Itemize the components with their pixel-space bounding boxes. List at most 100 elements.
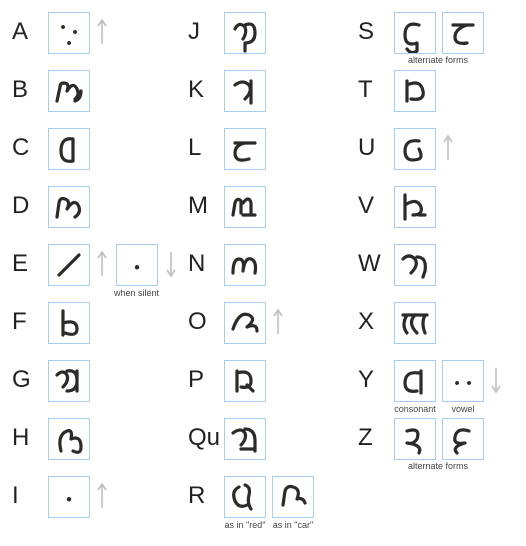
latin-letter: N: [188, 250, 205, 278]
glyph: [48, 186, 90, 228]
glyph: [224, 186, 266, 228]
glyph: [394, 186, 436, 228]
glyph-group: [224, 244, 266, 286]
glyph: as in "red": [224, 476, 266, 530]
glyph: [224, 244, 266, 286]
glyph-box: [394, 128, 436, 170]
glyph-group: [394, 302, 436, 344]
glyph-group: [224, 70, 266, 112]
latin-letter: E: [12, 250, 28, 278]
latin-letter: H: [12, 424, 29, 452]
latin-letter: Z: [358, 424, 373, 452]
glyph-subcaption: as in "red": [225, 520, 266, 530]
glyph-box: [394, 12, 436, 54]
glyph: [394, 418, 436, 460]
glyph-box: [442, 360, 484, 402]
glyph-box: [394, 186, 436, 228]
glyph-box: [48, 244, 90, 286]
glyph-group: [394, 128, 454, 170]
glyph-group: [48, 186, 90, 228]
glyph: as in "car": [272, 476, 314, 530]
glyph-box: [272, 476, 314, 518]
glyph: [224, 360, 266, 402]
arrow-up-icon: [96, 12, 108, 52]
row-subcaption: alternate forms: [408, 55, 468, 65]
glyph: [394, 12, 436, 54]
glyph: [48, 244, 90, 286]
latin-letter: R: [188, 482, 205, 510]
glyph-box: [224, 12, 266, 54]
latin-letter: Y: [358, 366, 374, 394]
arrow-down-icon: [165, 244, 177, 284]
glyph-group: as in "red" as in "car": [224, 476, 314, 530]
glyph-box: [224, 302, 266, 344]
arrow-up-icon: [272, 302, 284, 342]
latin-letter: V: [358, 192, 374, 220]
latin-letter: B: [12, 76, 28, 104]
glyph-group: [48, 70, 90, 112]
glyph-group: [394, 70, 436, 112]
glyph-subcaption: when silent: [114, 288, 159, 298]
glyph-group: [394, 186, 436, 228]
glyph-box: [394, 70, 436, 112]
glyph-box: [224, 128, 266, 170]
glyph: vowel: [442, 360, 484, 414]
glyph-group: [48, 418, 90, 460]
glyph-box: [394, 418, 436, 460]
latin-letter: M: [188, 192, 208, 220]
glyph-group: [224, 128, 266, 170]
latin-letter: U: [358, 134, 375, 162]
glyph-box: [48, 70, 90, 112]
glyph: [442, 418, 484, 460]
glyph-group: [48, 476, 108, 518]
latin-letter: L: [188, 134, 201, 162]
glyph-group: [394, 12, 484, 54]
glyph-box: [48, 302, 90, 344]
glyph-box: [224, 244, 266, 286]
latin-letter: J: [188, 18, 200, 46]
glyph-box: [48, 476, 90, 518]
arrow-up-icon: [96, 244, 108, 284]
latin-letter: O: [188, 308, 207, 336]
glyph-subcaption: vowel: [451, 404, 474, 414]
latin-letter: T: [358, 76, 373, 104]
glyph: [224, 12, 266, 54]
glyph: [48, 360, 90, 402]
glyph-group: [48, 12, 108, 54]
latin-letter: C: [12, 134, 29, 162]
glyph: [48, 418, 90, 460]
glyph-box: [224, 70, 266, 112]
latin-letter: G: [12, 366, 31, 394]
arrow-up-icon: [96, 476, 108, 516]
latin-letter: I: [12, 482, 19, 510]
latin-letter: D: [12, 192, 29, 220]
glyph-box: [48, 418, 90, 460]
latin-letter: X: [358, 308, 374, 336]
glyph-group: [224, 418, 266, 460]
glyph-box: [48, 12, 90, 54]
glyph-box: [442, 418, 484, 460]
glyph: [224, 128, 266, 170]
glyph: [48, 302, 90, 344]
glyph-group: [224, 360, 266, 402]
glyph-group: when silent: [48, 244, 177, 298]
glyph-group: [394, 418, 484, 460]
glyph: [224, 302, 266, 344]
glyph-box: [442, 12, 484, 54]
arrow-down-icon: [490, 360, 502, 400]
glyph-box: [224, 476, 266, 518]
glyph: [48, 476, 90, 518]
latin-letter: K: [188, 76, 204, 104]
latin-letter: F: [12, 308, 27, 336]
glyph-box: [224, 360, 266, 402]
glyph: [48, 128, 90, 170]
glyph-box: [224, 418, 266, 460]
glyph-box: [224, 186, 266, 228]
glyph: [48, 70, 90, 112]
glyph-box: [48, 360, 90, 402]
latin-letter: S: [358, 18, 374, 46]
latin-letter: W: [358, 250, 381, 278]
glyph-box: [116, 244, 158, 286]
glyph: [48, 12, 90, 54]
glyph: [224, 70, 266, 112]
